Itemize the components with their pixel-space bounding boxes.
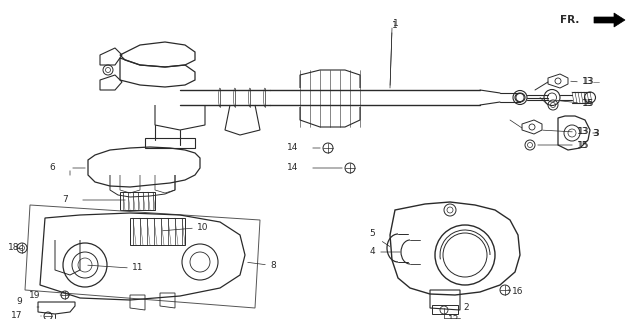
Text: 15: 15: [578, 140, 589, 150]
Text: 11: 11: [132, 263, 143, 272]
Text: 13: 13: [577, 128, 589, 137]
Text: 13: 13: [583, 78, 595, 86]
Text: 14: 14: [287, 144, 298, 152]
Text: 6: 6: [49, 164, 55, 173]
Text: FR.: FR.: [559, 15, 579, 25]
Text: 18: 18: [8, 243, 19, 253]
Text: 9: 9: [16, 298, 22, 307]
Text: 2: 2: [463, 303, 468, 313]
Text: 17: 17: [10, 311, 22, 319]
Text: 5: 5: [369, 229, 375, 239]
Text: 1: 1: [392, 21, 397, 31]
Text: 10: 10: [197, 224, 209, 233]
Text: 16: 16: [512, 287, 524, 296]
Text: 3: 3: [592, 129, 598, 137]
Text: 13: 13: [582, 78, 593, 86]
Text: 15: 15: [583, 99, 595, 108]
Text: 8: 8: [270, 261, 276, 270]
Text: 14: 14: [287, 164, 298, 173]
Text: 4: 4: [369, 248, 375, 256]
Text: 7: 7: [62, 196, 68, 204]
Text: 15: 15: [577, 140, 589, 150]
Text: 1: 1: [393, 19, 399, 28]
Text: 12: 12: [448, 315, 460, 319]
Text: —: —: [593, 79, 600, 85]
Text: 3: 3: [593, 130, 599, 138]
Text: 19: 19: [29, 291, 40, 300]
Polygon shape: [594, 13, 625, 27]
Text: 13: 13: [578, 128, 589, 137]
Text: 15: 15: [582, 99, 593, 108]
